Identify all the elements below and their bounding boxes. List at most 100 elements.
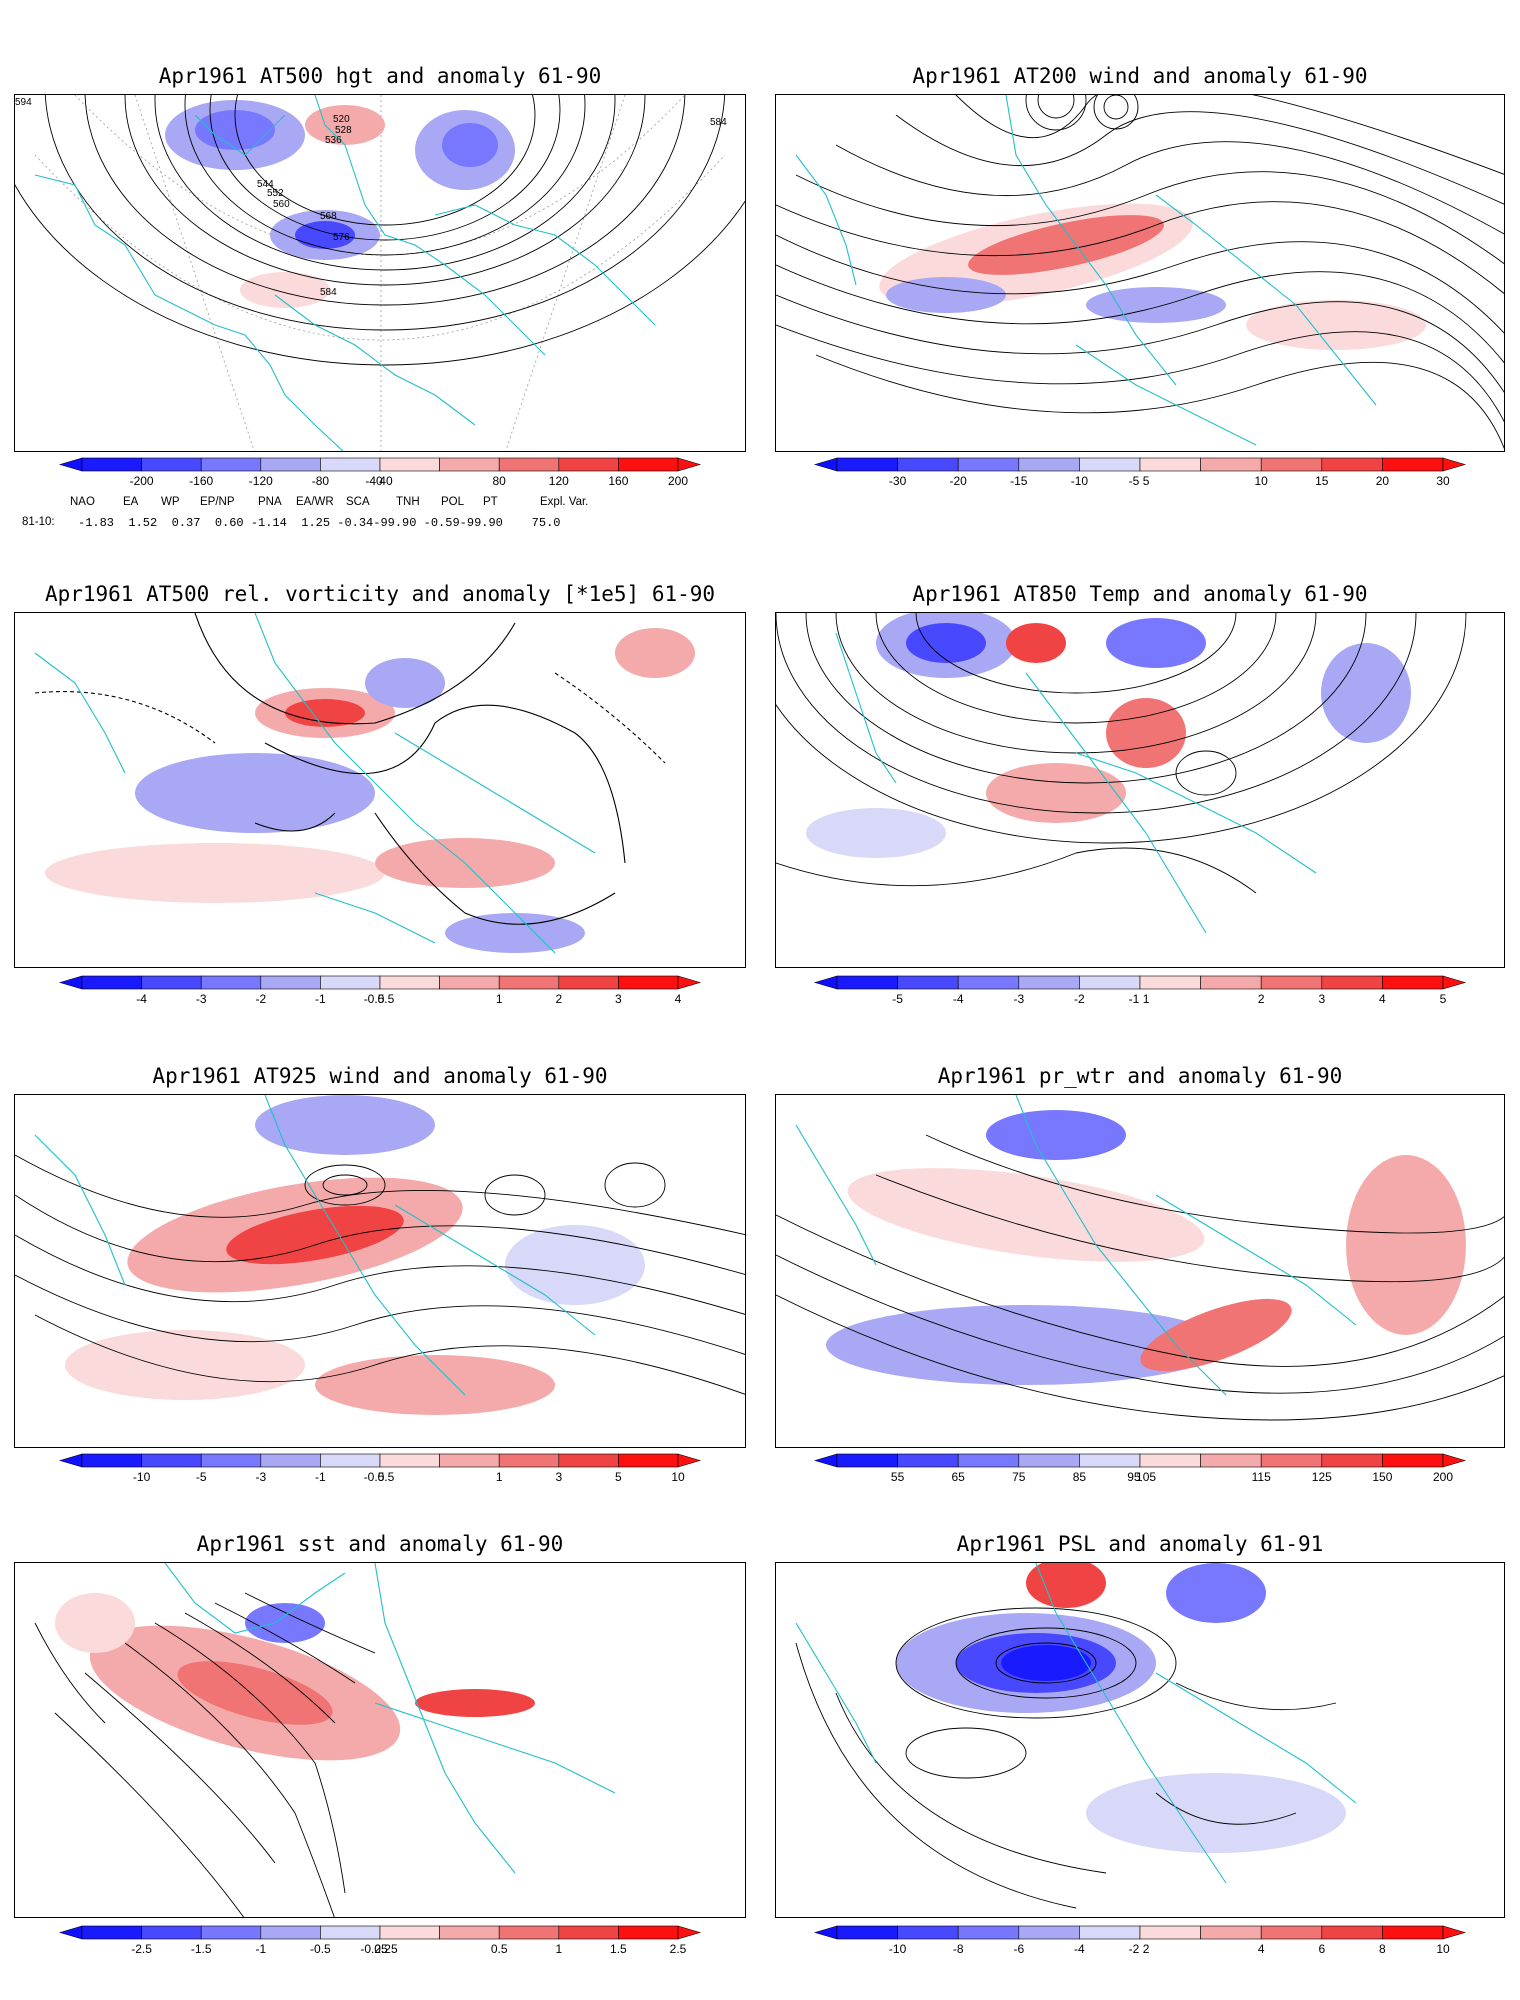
colorbar-tick-label: 125 [1311, 1470, 1332, 1484]
colorbar-tick-label: 2.5 [669, 1942, 687, 1956]
colorbar-tick-label: -5 [1128, 474, 1140, 488]
colorbar-bin [141, 1925, 202, 1940]
colorbar-bin [1382, 457, 1444, 472]
colorbar-bin [439, 1453, 500, 1468]
colorbar-scale [58, 1925, 702, 1940]
colorbar-tick-label: -2.5 [131, 1942, 152, 1956]
anomaly-negative-arabia [445, 913, 585, 953]
colorbar-bin [1079, 1453, 1141, 1468]
colorbar-bin [1321, 1453, 1383, 1468]
colorbar-tick-label: -10 [132, 1470, 151, 1484]
map-plot [34, 613, 695, 954]
colorbar-tick-label: 120 [548, 474, 569, 488]
colorbar-bin [81, 1453, 142, 1468]
coastlines [795, 1563, 1357, 1884]
pressure-contours [795, 1607, 1337, 1909]
colorbar-bin [618, 1453, 679, 1468]
colorbar-tick-label: 150 [1372, 1470, 1393, 1484]
colorbar-min-cap [58, 457, 83, 472]
teleconnection-header-tnh: TNH [396, 496, 420, 508]
colorbar-tick-label: -10 [1070, 474, 1089, 488]
colorbar-scale [58, 1453, 702, 1468]
colorbar-bin [957, 975, 1020, 990]
colorbar-tick-label: 4 [1257, 1942, 1265, 1956]
teleconnection-header-pol: POL [441, 496, 465, 508]
contour-label: 568 [320, 211, 337, 222]
colorbar-bin [957, 1925, 1020, 1940]
anomaly-negative-atlantic-core [295, 221, 355, 249]
panel-title: Apr1961 pr_wtr and anomaly 61-90 [937, 1064, 1343, 1088]
map-frame: 520 520 528 536 544 552 560 568 576 584 … [14, 94, 746, 452]
anomaly-positive-pacific [65, 1330, 305, 1400]
colorbar-tick-label: -0.5 [363, 992, 385, 1006]
coastlines [835, 632, 1317, 934]
colorbar-min-cap [813, 975, 838, 990]
anomaly-positive-arctic [1026, 1563, 1106, 1608]
anomaly-negative-arctic [255, 1095, 435, 1155]
anomaly-negative-siberia-core [442, 123, 498, 167]
colorbar-tick-label: 0.25 [374, 1942, 398, 1956]
colorbar-tick-label: -20 [949, 474, 967, 488]
colorbar-tick-label: 75 [1012, 1470, 1026, 1484]
anomaly-positive-jet-core [968, 215, 1164, 275]
colorbar-bin [1139, 457, 1201, 472]
colorbar-max-cap [1442, 1925, 1467, 1940]
colorbar-scale [58, 975, 702, 990]
colorbar-bin [320, 975, 381, 990]
anomaly-negative-asia [1086, 1773, 1346, 1853]
anomaly-positive-pacific [55, 1593, 135, 1653]
panel-title: Apr1961 AT500 rel. vorticity and anomaly… [44, 582, 716, 606]
colorbar-tick-label: 40 [379, 474, 393, 488]
colorbar-bin [1079, 975, 1141, 990]
contour-label: 594 [15, 97, 32, 108]
map-plot [776, 95, 1504, 450]
colorbar: -2.5 -1.5 -1 -0.5 -0.25 0.25 0.5 1 1.5 2.5 [58, 1925, 702, 1962]
panel-title: Apr1961 sst and anomaly 61-90 [196, 1532, 564, 1556]
colorbar-bin [1139, 1453, 1201, 1468]
teleconnection-header-pna: PNA [258, 496, 282, 508]
anomaly-positive-africa [315, 1355, 555, 1415]
colorbar-tick-label: 2 [1142, 1942, 1150, 1956]
colorbar-tick-label: -80 [311, 474, 330, 488]
anomaly-positive-africa [1140, 1298, 1292, 1372]
colorbar-bin [836, 457, 898, 472]
anomaly-positive-europe [1106, 698, 1186, 768]
colorbar-bin [1321, 975, 1383, 990]
panel-precipitable-water: Apr1961 pr_wtr and anomaly 61-90 55 65 75 8… [760, 1020, 1520, 1490]
colorbar-bin [1200, 457, 1262, 472]
contour-labels: 520 520 528 536 544 552 560 568 576 584 … [15, 97, 727, 298]
colorbar-bin [320, 1925, 381, 1940]
colorbar-max-cap [1442, 457, 1467, 472]
colorbar-tick-label: 0.5 [377, 1470, 395, 1484]
colorbar-bin [1200, 1453, 1262, 1468]
teleconnection-values: -1.83 1.52 0.37 0.60 -1.14 1.25 -0.34-99… [78, 516, 561, 530]
colorbar-scale [813, 975, 1467, 990]
map-frame [775, 612, 1505, 968]
colorbar-bin [1321, 457, 1383, 472]
colorbar-tick-label: 5 [1142, 474, 1150, 488]
coastlines [34, 95, 656, 451]
colorbar-tick-label: -6 [1013, 1942, 1025, 1956]
map-plot [15, 1095, 745, 1415]
colorbar-tick-label: -3 [255, 1470, 267, 1484]
colorbar-bin [836, 975, 898, 990]
streamlines [776, 95, 1504, 450]
colorbar-tick-label: 1 [495, 992, 503, 1006]
colorbar-tick-label: 200 [1432, 1470, 1454, 1484]
colorbar-min-cap [813, 1453, 838, 1468]
panel-title: Apr1961 AT200 wind and anomaly 61-90 [912, 64, 1368, 88]
panel-title: Apr1961 AT850 Temp and anomaly 61-90 [912, 582, 1368, 606]
colorbar-tick-label: 1 [1142, 992, 1150, 1006]
height-contours [15, 95, 745, 366]
colorbar-tick-label: 85 [1072, 1470, 1087, 1484]
anomaly-negative-atlantic [135, 753, 375, 833]
colorbar: -10 -5 -3 -1 -0.5 0.5 1 3 5 10 [58, 1453, 702, 1490]
colorbar-tick-label: -15 [1010, 474, 1028, 488]
colorbar-scale [58, 457, 702, 472]
colorbar-tick-label: 6 [1318, 1942, 1326, 1956]
panel-500hpa-vorticity: Apr1961 AT500 rel. vorticity and anomaly… [0, 540, 760, 1020]
colorbar-bin [1139, 1925, 1201, 1940]
colorbar-bin [1018, 1453, 1080, 1468]
colorbar-tick-label: -200 [129, 474, 154, 488]
colorbar-bin [141, 975, 202, 990]
